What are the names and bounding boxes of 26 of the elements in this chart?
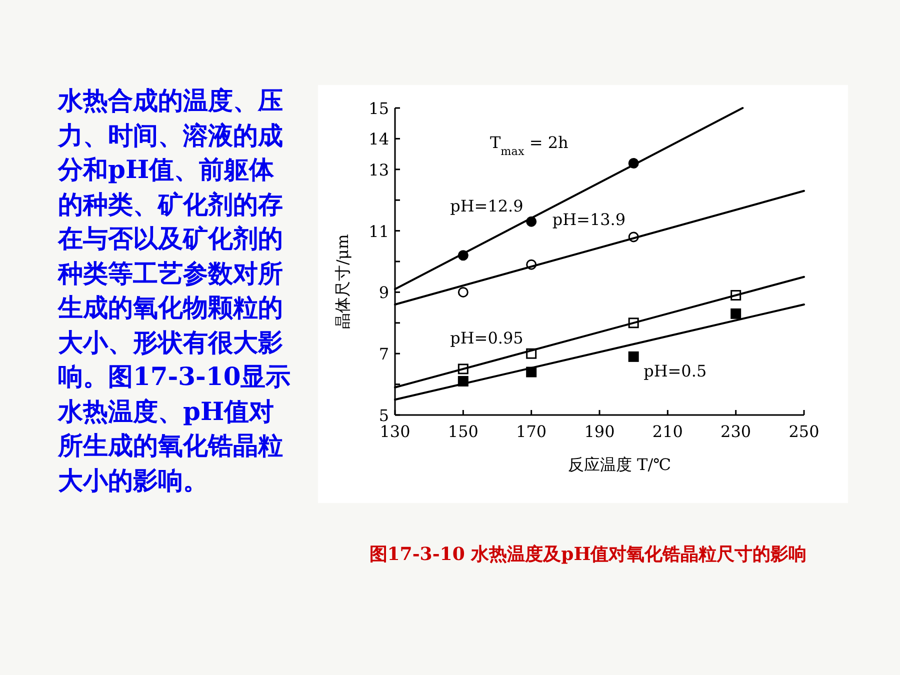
x-tick-label: 170 xyxy=(516,422,547,441)
point xyxy=(458,286,468,298)
series-label: pH=0.5 xyxy=(644,362,707,381)
y-tick-label: 5 xyxy=(378,406,389,425)
series-label: pH=12.9 xyxy=(450,196,524,216)
series-label: pH=13.9 xyxy=(552,210,626,229)
text: 水热合成的温度、压力、时间、溶液的成分和pH值、前躯体的种类、矿化剂的存在与否以及矿化剂的种类等工艺参数对所生成的氧化物颗粒的大小、形状有很大影响。图17-3-10显示水热温度、pH值对所生成的氧化锆晶粒大小的影响。 xyxy=(58,86,291,494)
x-tick-label: 130 xyxy=(380,422,410,441)
y-tick-label: 11 xyxy=(368,222,389,241)
x-tick-label: 230 xyxy=(720,422,752,441)
x-tick-label: 190 xyxy=(584,422,615,441)
x-tick-label: 250 xyxy=(788,422,820,441)
y-axis-title: 晶体尺寸/μm xyxy=(333,234,352,329)
x-tick-label: 150 xyxy=(448,422,478,441)
text: 图17-3-10 水热温度及pH值对氧化锆晶粒尺寸的影响 xyxy=(369,544,807,565)
point xyxy=(730,308,742,319)
point xyxy=(628,351,639,362)
y-tick-label: 15 xyxy=(368,99,389,118)
x-axis-title: 反应温度 T/℃ xyxy=(568,455,672,474)
y-tick-label: 13 xyxy=(368,160,389,180)
y-tick-label: 7 xyxy=(378,344,389,364)
y-tick-label: 14 xyxy=(368,130,389,149)
x-tick-label: 210 xyxy=(652,422,683,441)
y-tick-label: 9 xyxy=(378,283,389,302)
series-label: pH=0.95 xyxy=(450,328,524,348)
annotation: T$_{max}$ = 2h xyxy=(490,133,568,158)
